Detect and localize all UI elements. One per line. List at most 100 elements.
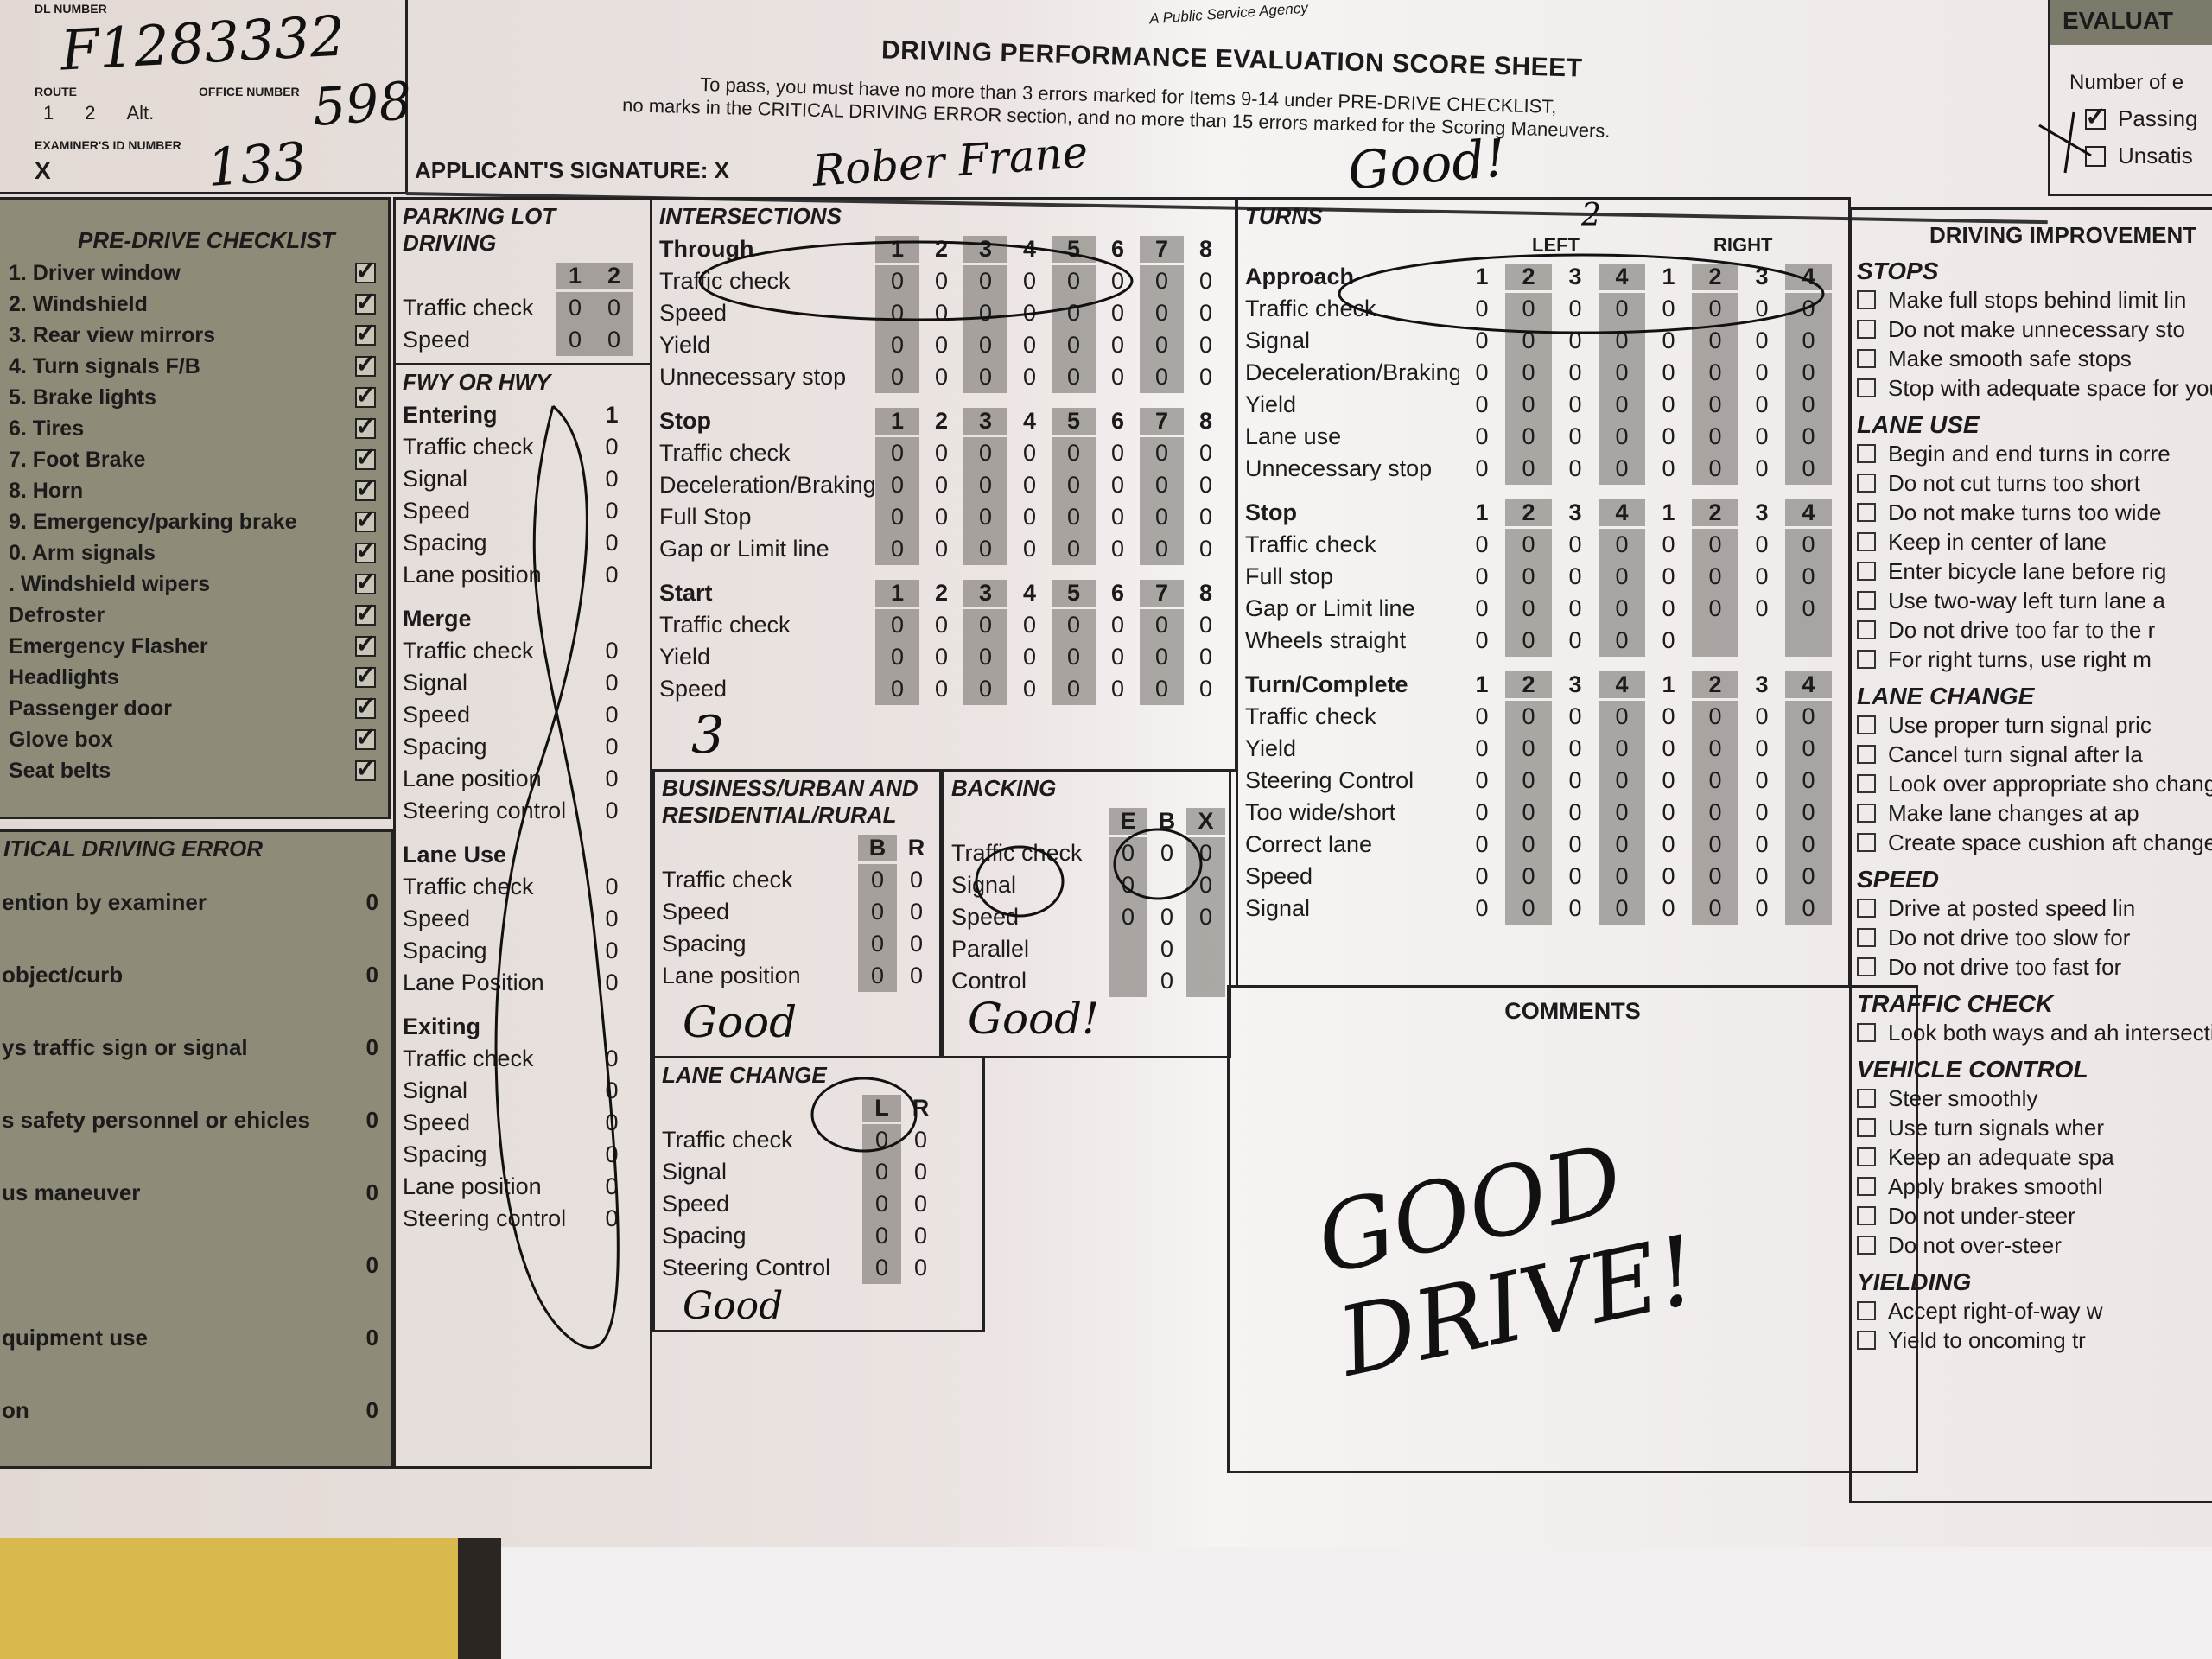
backing-score-cell[interactable] xyxy=(1186,965,1225,997)
improvement-item[interactable]: Make lane changes at ap xyxy=(1852,798,2212,828)
turns-score-cell[interactable]: 0 xyxy=(1568,703,1582,729)
freeway-score-cell[interactable]: 0 xyxy=(605,434,619,460)
intersections-score-cell[interactable]: 0 xyxy=(963,297,1007,329)
intersections-score-cell[interactable]: 0 xyxy=(875,297,919,329)
improvement-checkbox[interactable] xyxy=(1857,290,1876,309)
lane_change-score-cell[interactable]: 0 xyxy=(913,1159,928,1185)
improvement-checkbox[interactable] xyxy=(1857,1301,1876,1320)
turns-score-cell[interactable]: 0 xyxy=(1692,357,1738,389)
turns-score-cell[interactable]: 0 xyxy=(1785,593,1832,625)
improvement-item[interactable]: Keep an adequate spa xyxy=(1852,1142,2212,1172)
turns-score-cell[interactable]: 0 xyxy=(1755,767,1769,793)
intersections-score-cell[interactable]: 0 xyxy=(1110,364,1125,390)
improvement-checkbox[interactable] xyxy=(1857,650,1876,669)
intersections-score-cell[interactable]: 0 xyxy=(1052,501,1096,533)
turns-score-cell[interactable]: 0 xyxy=(1599,893,1645,925)
pre-drive-checkbox[interactable] xyxy=(355,567,377,597)
turns-score-cell[interactable]: 0 xyxy=(1755,296,1769,321)
turns-score-cell[interactable]: 0 xyxy=(1692,861,1738,893)
turns-score-cell[interactable]: 0 xyxy=(1475,863,1489,889)
improvement-item[interactable]: Do not drive too fast for xyxy=(1852,952,2212,982)
intersections-score-cell[interactable]: 0 xyxy=(1022,536,1037,562)
turns-score-cell[interactable]: 0 xyxy=(1475,831,1489,857)
intersections-score-cell[interactable]: 0 xyxy=(875,673,919,705)
turns-score-cell[interactable]: 0 xyxy=(1599,861,1645,893)
business-score-cell[interactable]: 0 xyxy=(858,896,897,928)
intersections-score-cell[interactable]: 0 xyxy=(1052,361,1096,393)
improvement-checkbox[interactable] xyxy=(1857,378,1876,397)
pre-drive-checkbox[interactable] xyxy=(355,256,377,286)
turns-score-cell[interactable]: 0 xyxy=(1785,797,1832,829)
improvement-item[interactable]: Create space cushion aft change xyxy=(1852,828,2212,857)
turns-score-cell[interactable]: 0 xyxy=(1755,455,1769,481)
turns-score-cell[interactable]: 0 xyxy=(1785,529,1832,561)
improvement-checkbox[interactable] xyxy=(1857,1177,1876,1196)
turns-score-cell[interactable]: 0 xyxy=(1755,563,1769,589)
pre-drive-checkbox[interactable] xyxy=(355,536,377,566)
turns-score-cell[interactable]: 0 xyxy=(1662,627,1675,653)
pre-drive-item[interactable]: Headlights xyxy=(0,660,388,693)
improvement-item[interactable]: Do not under-steer xyxy=(1852,1201,2212,1230)
intersections-score-cell[interactable]: 0 xyxy=(1198,676,1213,702)
freeway-score-cell[interactable]: 0 xyxy=(605,798,619,823)
lane_change-score-cell[interactable]: 0 xyxy=(862,1252,901,1284)
freeway-score-cell[interactable]: 0 xyxy=(605,734,619,760)
improvement-item[interactable]: Accept right-of-way w xyxy=(1852,1296,2212,1325)
business-score-cell[interactable]: 0 xyxy=(909,867,924,893)
business-score-cell[interactable]: 0 xyxy=(909,899,924,925)
intersections-score-cell[interactable]: 0 xyxy=(1022,364,1037,390)
turns-score-cell[interactable]: 0 xyxy=(1692,453,1738,485)
intersections-score-cell[interactable]: 0 xyxy=(1052,609,1096,641)
intersections-score-cell[interactable]: 0 xyxy=(1140,361,1184,393)
parking-score-cell[interactable]: 0 xyxy=(594,324,633,356)
turns-score-cell[interactable]: 0 xyxy=(1785,893,1832,925)
turns-score-cell[interactable]: 0 xyxy=(1692,797,1738,829)
improvement-checkbox[interactable] xyxy=(1857,957,1876,976)
pre-drive-checkbox[interactable] xyxy=(355,349,377,379)
business-score-cell[interactable]: 0 xyxy=(858,864,897,896)
intersections-score-cell[interactable]: 0 xyxy=(875,265,919,297)
improvement-item[interactable]: Drive at posted speed lin xyxy=(1852,893,2212,923)
turns-score-cell[interactable]: 0 xyxy=(1568,863,1582,889)
intersections-score-cell[interactable]: 0 xyxy=(1110,332,1125,358)
turns-score-cell[interactable]: 0 xyxy=(1505,529,1552,561)
intersections-score-cell[interactable]: 0 xyxy=(1110,612,1125,638)
turns-score-cell[interactable]: 0 xyxy=(1692,829,1738,861)
turns-score-cell[interactable]: 0 xyxy=(1505,797,1552,829)
backing-score-cell[interactable]: 0 xyxy=(1160,936,1174,962)
freeway-score-cell[interactable]: 0 xyxy=(605,530,619,556)
turns-score-cell[interactable]: 0 xyxy=(1692,389,1738,421)
intersections-score-cell[interactable]: 0 xyxy=(934,268,949,294)
intersections-score-cell[interactable]: 0 xyxy=(934,332,949,358)
improvement-checkbox[interactable] xyxy=(1857,320,1876,339)
turns-score-cell[interactable]: 0 xyxy=(1785,701,1832,733)
turns-score-cell[interactable]: 0 xyxy=(1568,391,1582,417)
intersections-score-cell[interactable]: 0 xyxy=(1022,472,1037,498)
intersections-score-cell[interactable]: 0 xyxy=(934,504,949,530)
turns-score-cell[interactable]: 0 xyxy=(1505,765,1552,797)
turns-score-cell[interactable]: 0 xyxy=(1785,421,1832,453)
parking-score-cell[interactable]: 0 xyxy=(594,292,633,324)
turns-score-cell[interactable]: 0 xyxy=(1475,563,1489,589)
pre-drive-item[interactable]: 9. Emergency/parking brake xyxy=(0,505,388,537)
turns-score-cell[interactable]: 0 xyxy=(1692,701,1738,733)
intersections-score-cell[interactable]: 0 xyxy=(1022,504,1037,530)
freeway-score-cell[interactable]: 0 xyxy=(605,498,619,524)
turns-score-cell[interactable]: 0 xyxy=(1755,531,1769,557)
improvement-checkbox[interactable] xyxy=(1857,833,1876,852)
pre-drive-checkbox[interactable] xyxy=(355,287,377,317)
turns-score-cell[interactable]: 0 xyxy=(1599,357,1645,389)
improvement-item[interactable]: Use turn signals wher xyxy=(1852,1113,2212,1142)
intersections-score-cell[interactable]: 0 xyxy=(1110,644,1125,670)
turns-score-cell[interactable]: 0 xyxy=(1662,359,1675,385)
improvement-checkbox[interactable] xyxy=(1857,349,1876,368)
turns-score-cell[interactable]: 0 xyxy=(1475,735,1489,761)
pre-drive-checkbox[interactable] xyxy=(355,598,377,628)
intersections-score-cell[interactable]: 0 xyxy=(1198,300,1213,326)
turns-score-cell[interactable]: 0 xyxy=(1475,531,1489,557)
turns-score-cell[interactable]: 0 xyxy=(1475,423,1489,449)
intersections-score-cell[interactable]: 0 xyxy=(934,536,949,562)
intersections-score-cell[interactable]: 0 xyxy=(1022,644,1037,670)
intersections-score-cell[interactable]: 0 xyxy=(875,641,919,673)
turns-score-cell[interactable] xyxy=(1785,625,1832,657)
